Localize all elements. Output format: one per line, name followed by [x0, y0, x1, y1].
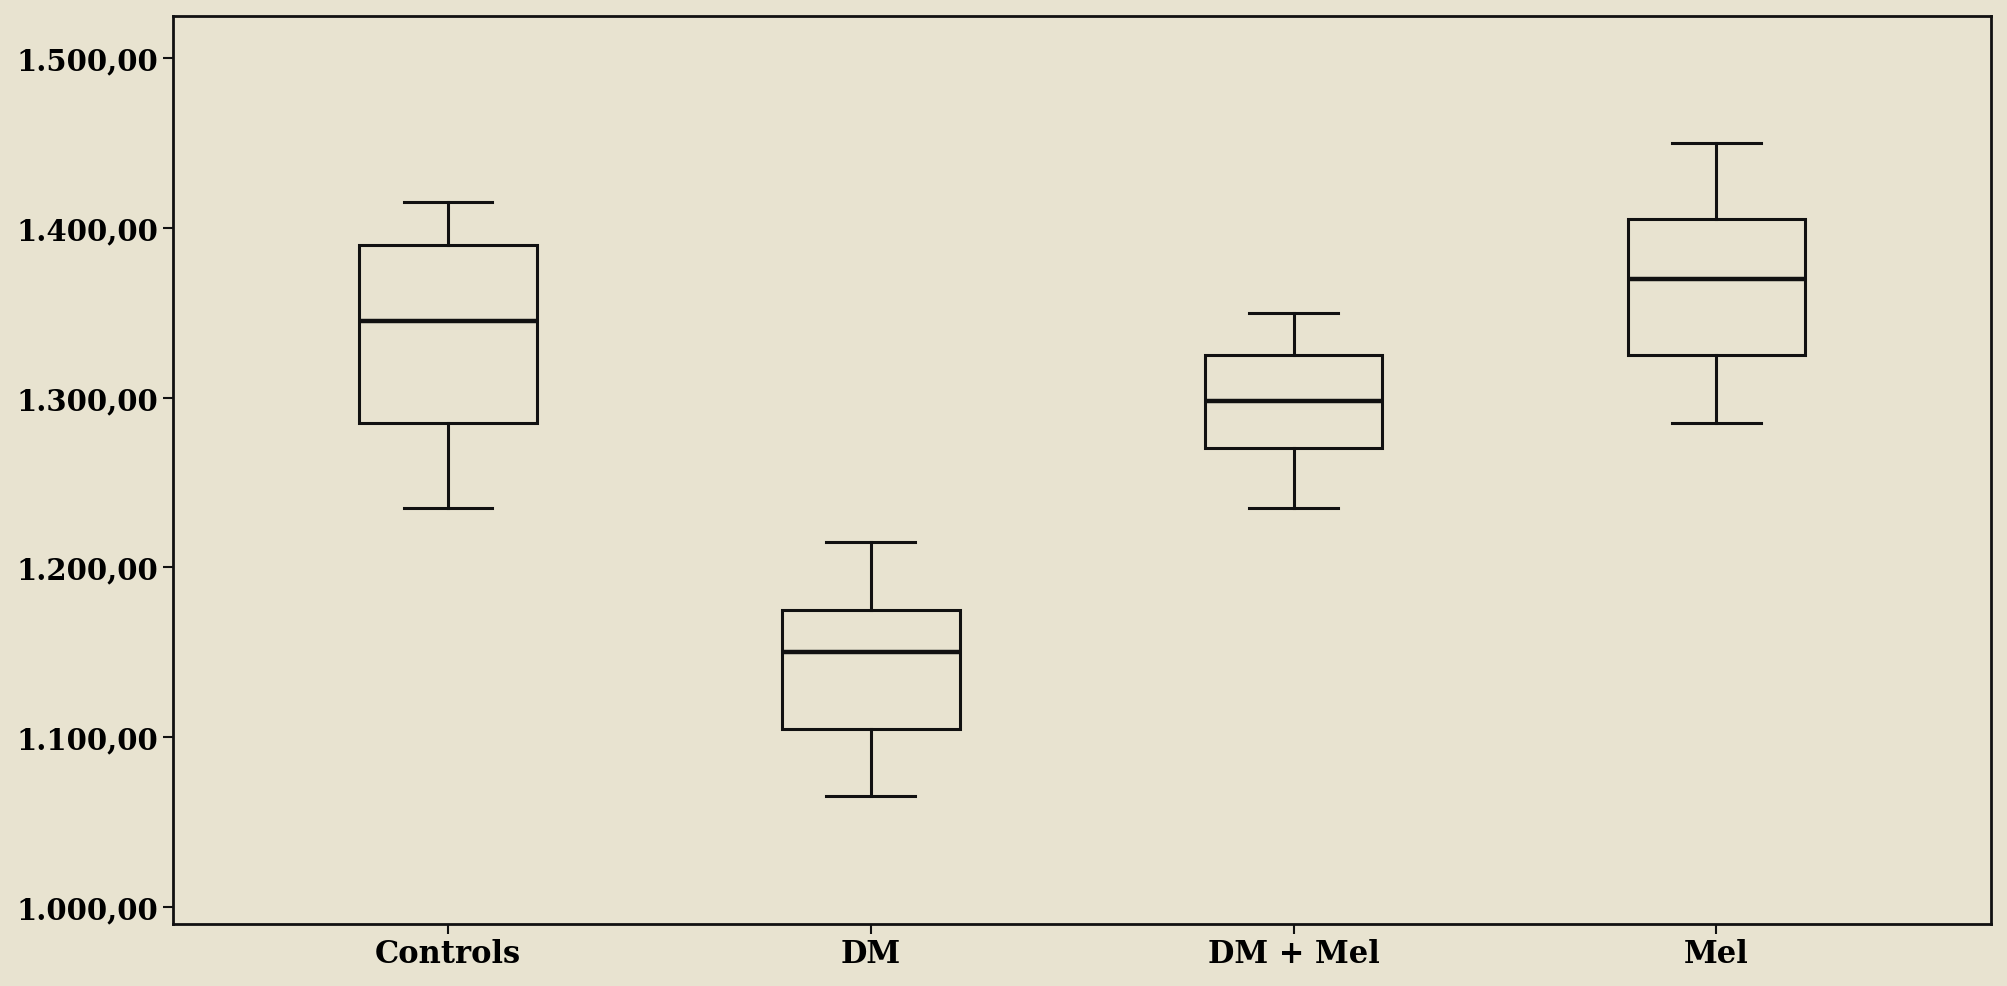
- PathPatch shape: [1628, 220, 1804, 356]
- PathPatch shape: [781, 610, 959, 729]
- PathPatch shape: [359, 246, 536, 424]
- PathPatch shape: [1204, 356, 1381, 449]
